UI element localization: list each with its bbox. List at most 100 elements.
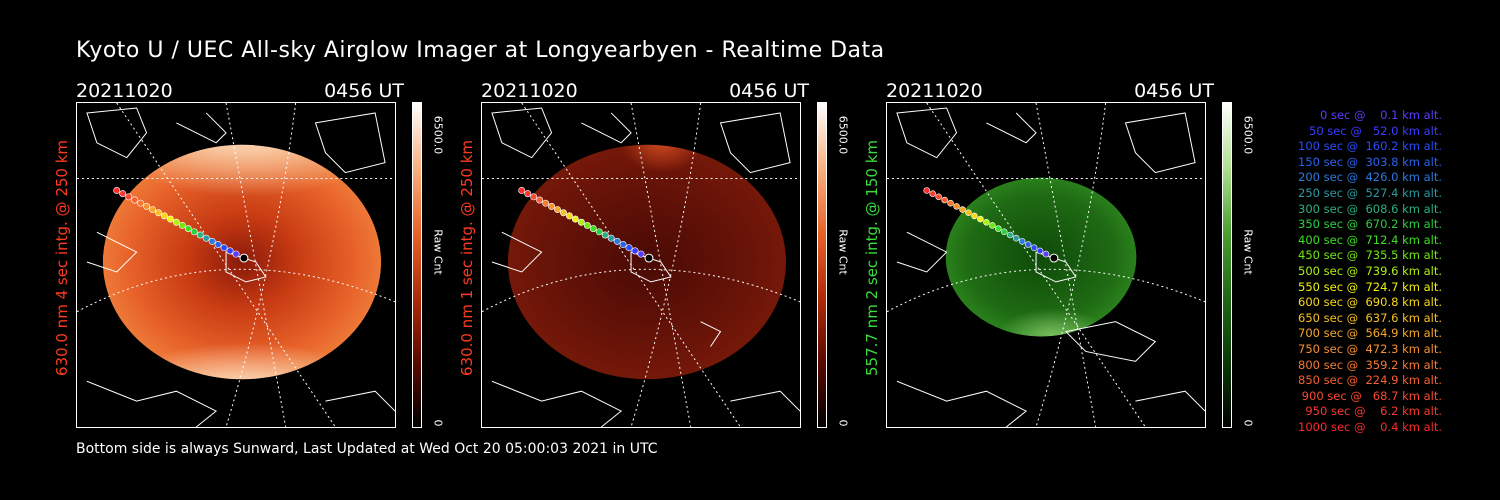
trajectory-point	[232, 250, 240, 258]
trajectory-point	[518, 186, 526, 194]
trajectory-point	[1018, 238, 1026, 245]
image-area	[945, 177, 1137, 337]
trajectory-point	[172, 218, 180, 226]
trajectory-point	[959, 206, 966, 213]
coastlines	[491, 107, 800, 427]
trajectory-point	[947, 199, 954, 207]
allsky-map-2	[481, 102, 801, 428]
legend-row: 100 sec @ 160.2 km alt.	[1294, 139, 1442, 154]
image-area	[102, 144, 382, 380]
colorbar	[1222, 102, 1232, 428]
trajectory-point	[953, 203, 960, 210]
colorbar-min: 0	[431, 419, 445, 427]
panel-date: 20211020	[76, 80, 173, 102]
legend-row: 200 sec @ 426.0 km alt.	[1294, 170, 1442, 185]
colorbar-max: 6500.0	[836, 115, 850, 155]
trajectory-point	[983, 218, 990, 226]
legend-row: 300 sec @ 608.6 km alt.	[1294, 201, 1442, 216]
trajectory-point	[1006, 231, 1014, 239]
legend-row: 700 sec @ 564.9 km alt.	[1294, 326, 1442, 341]
trajectory-point	[214, 241, 222, 249]
trajectory-point	[571, 215, 579, 223]
legend-row: 150 sec @ 303.8 km alt.	[1294, 154, 1442, 169]
panel-time: 0456 UT	[1134, 80, 1214, 102]
trajectory-point	[601, 231, 609, 239]
trajectory-point	[929, 190, 936, 197]
trajectory-point	[208, 237, 216, 245]
trajectory-point	[178, 221, 186, 229]
trajectory-point	[607, 234, 615, 242]
trajectory-point	[995, 225, 1002, 232]
panel-date: 20211020	[481, 80, 578, 102]
legend-row: 750 sec @ 472.3 km alt.	[1294, 341, 1442, 356]
panel-date: 20211020	[886, 80, 983, 102]
trajectory-point	[125, 193, 133, 201]
panel-time: 0456 UT	[324, 80, 404, 102]
trajectory-point	[137, 199, 145, 207]
trajectory-track	[518, 186, 654, 263]
trajectory-point	[202, 234, 210, 242]
legend-row: 650 sec @ 637.6 km alt.	[1294, 310, 1442, 325]
trajectory-point	[1024, 241, 1032, 248]
trajectory-point	[619, 241, 627, 249]
trajectory-point	[113, 186, 121, 194]
trajectory-point	[1042, 250, 1050, 258]
legend-row: 400 sec @ 712.4 km alt.	[1294, 232, 1442, 247]
legend-row: 550 sec @ 724.7 km alt.	[1294, 279, 1442, 294]
trajectory-point	[190, 228, 198, 236]
trajectory-point	[560, 209, 567, 217]
trajectory-point	[637, 250, 645, 258]
trajectory-point	[131, 196, 139, 204]
trajectory-point	[589, 225, 597, 233]
trajectory-point	[613, 237, 621, 245]
legend-row: 800 sec @ 359.2 km alt.	[1294, 357, 1442, 372]
panel-ylabel: 557.7 nm 2 sec intg. @ 150 km	[863, 139, 881, 377]
colorbar-min: 0	[836, 419, 850, 427]
trajectory-point	[631, 247, 639, 255]
trajectory-point	[548, 202, 556, 210]
trajectory-point	[119, 190, 127, 198]
colorbar	[412, 102, 422, 428]
trajectory-point	[577, 218, 585, 226]
footer-status: Bottom side is always Sunward, Last Upda…	[76, 441, 658, 457]
legend-row: 500 sec @ 739.6 km alt.	[1294, 263, 1442, 278]
trajectory-point	[965, 209, 972, 217]
legend-row: 450 sec @ 735.5 km alt.	[1294, 248, 1442, 263]
trajectory-point	[923, 187, 931, 194]
legend-row: 850 sec @ 224.9 km alt.	[1294, 373, 1442, 388]
panel-ylabel: 630.0 nm 1 sec intg. @ 250 km	[458, 139, 476, 377]
panel-ylabel: 630.0 nm 4 sec intg. @ 250 km	[53, 139, 71, 377]
image-area	[507, 144, 787, 380]
trajectory-point	[583, 221, 591, 229]
trajectory-point	[196, 231, 204, 239]
legend-row: 900 sec @ 68.7 km alt.	[1298, 388, 1442, 403]
legend-row: 250 sec @ 527.4 km alt.	[1294, 185, 1442, 200]
trajectory-point	[554, 206, 562, 214]
colorbar	[817, 102, 827, 428]
trajectory-point	[1012, 234, 1020, 242]
trajectory-point	[184, 225, 192, 233]
trajectory-point	[155, 209, 162, 217]
legend-row: 950 sec @ 6.2 km alt.	[1301, 404, 1442, 419]
legend-row: 0 sec @ 0.1 km alt.	[1309, 108, 1442, 122]
trajectory-point	[149, 206, 157, 214]
airglow-panel-1: 20211020 0456 UT 630.0 nm 4 sec intg. @ …	[53, 80, 456, 430]
legend-row: 600 sec @ 690.8 km alt.	[1294, 295, 1442, 310]
trajectory-track	[923, 187, 1059, 263]
airglow-panel-3: 20211020 0456 UT 557.7 nm 2 sec intg. @ …	[863, 80, 1266, 430]
legend-row: 50 sec @ 52.0 km alt.	[1301, 123, 1442, 138]
legend-row: 1000 sec @ 0.4 km alt.	[1298, 419, 1442, 434]
station-marker	[1049, 253, 1059, 263]
trajectory-point	[1030, 244, 1038, 251]
trajectory-point	[1036, 247, 1044, 255]
colorbar-title: Raw Cnt	[836, 229, 850, 275]
station-marker	[644, 253, 654, 263]
trajectory-point	[625, 244, 633, 252]
trajectory-point	[1000, 228, 1008, 236]
colorbar-title: Raw Cnt	[431, 229, 445, 275]
trajectory-point	[595, 228, 603, 236]
trajectory-point	[143, 202, 151, 210]
trajectory-legend: 0 sec @ 0.1 km alt. 50 sec @ 52.0 km alt…	[1250, 108, 1442, 435]
trajectory-point	[530, 193, 538, 201]
station-marker	[239, 253, 249, 263]
